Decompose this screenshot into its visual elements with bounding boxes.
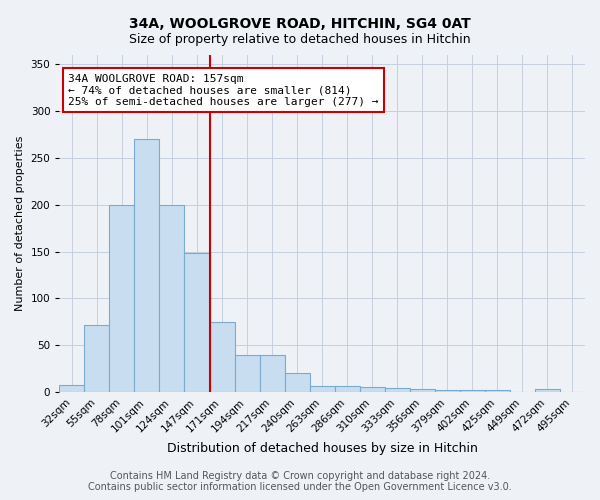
Text: Contains HM Land Registry data © Crown copyright and database right 2024.
Contai: Contains HM Land Registry data © Crown c… bbox=[88, 471, 512, 492]
Bar bbox=[410, 389, 435, 392]
X-axis label: Distribution of detached houses by size in Hitchin: Distribution of detached houses by size … bbox=[167, 442, 478, 455]
Text: 34A WOOLGROVE ROAD: 157sqm
← 74% of detached houses are smaller (814)
25% of sem: 34A WOOLGROVE ROAD: 157sqm ← 74% of deta… bbox=[68, 74, 379, 107]
Bar bbox=[360, 388, 385, 392]
Text: Size of property relative to detached houses in Hitchin: Size of property relative to detached ho… bbox=[129, 32, 471, 46]
Bar bbox=[184, 254, 209, 392]
Bar bbox=[235, 354, 260, 392]
Bar bbox=[109, 205, 134, 392]
Bar bbox=[485, 390, 510, 392]
Text: 34A, WOOLGROVE ROAD, HITCHIN, SG4 0AT: 34A, WOOLGROVE ROAD, HITCHIN, SG4 0AT bbox=[129, 18, 471, 32]
Bar bbox=[134, 139, 160, 392]
Bar bbox=[535, 389, 560, 392]
Bar bbox=[59, 386, 85, 392]
Bar bbox=[160, 205, 184, 392]
Y-axis label: Number of detached properties: Number of detached properties bbox=[15, 136, 25, 311]
Bar bbox=[85, 324, 109, 392]
Bar bbox=[284, 373, 310, 392]
Bar bbox=[460, 390, 485, 392]
Bar bbox=[435, 390, 460, 392]
Bar bbox=[310, 386, 335, 392]
Bar bbox=[209, 322, 235, 392]
Bar bbox=[385, 388, 410, 392]
Bar bbox=[335, 386, 360, 392]
Bar bbox=[260, 354, 284, 392]
